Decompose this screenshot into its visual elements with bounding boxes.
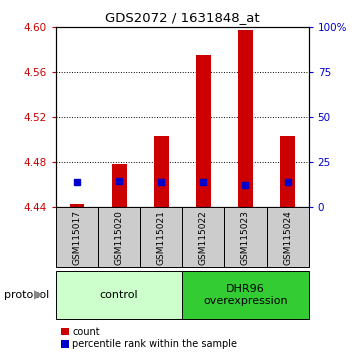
- Title: GDS2072 / 1631848_at: GDS2072 / 1631848_at: [105, 11, 260, 24]
- Bar: [56, 207, 98, 267]
- Bar: [154, 136, 169, 207]
- Bar: [225, 207, 266, 267]
- Text: protocol: protocol: [4, 290, 49, 300]
- Text: control: control: [100, 290, 138, 300]
- Text: DHR96
overexpression: DHR96 overexpression: [203, 284, 288, 306]
- Text: ▶: ▶: [34, 288, 43, 301]
- Bar: [182, 207, 225, 267]
- Text: GSM115023: GSM115023: [241, 210, 250, 265]
- Bar: [140, 207, 182, 267]
- Legend: count, percentile rank within the sample: count, percentile rank within the sample: [61, 327, 238, 349]
- Text: GSM115024: GSM115024: [283, 210, 292, 264]
- Bar: [70, 204, 84, 207]
- Bar: [280, 136, 295, 207]
- Text: GSM115021: GSM115021: [157, 210, 166, 265]
- Bar: [182, 271, 309, 319]
- Bar: [98, 207, 140, 267]
- Bar: [112, 164, 126, 207]
- Bar: [238, 30, 253, 207]
- Bar: [266, 207, 309, 267]
- Bar: [196, 55, 211, 207]
- Text: GSM115022: GSM115022: [199, 210, 208, 264]
- Text: GSM115020: GSM115020: [115, 210, 123, 265]
- Bar: [56, 271, 182, 319]
- Text: GSM115017: GSM115017: [73, 210, 82, 265]
